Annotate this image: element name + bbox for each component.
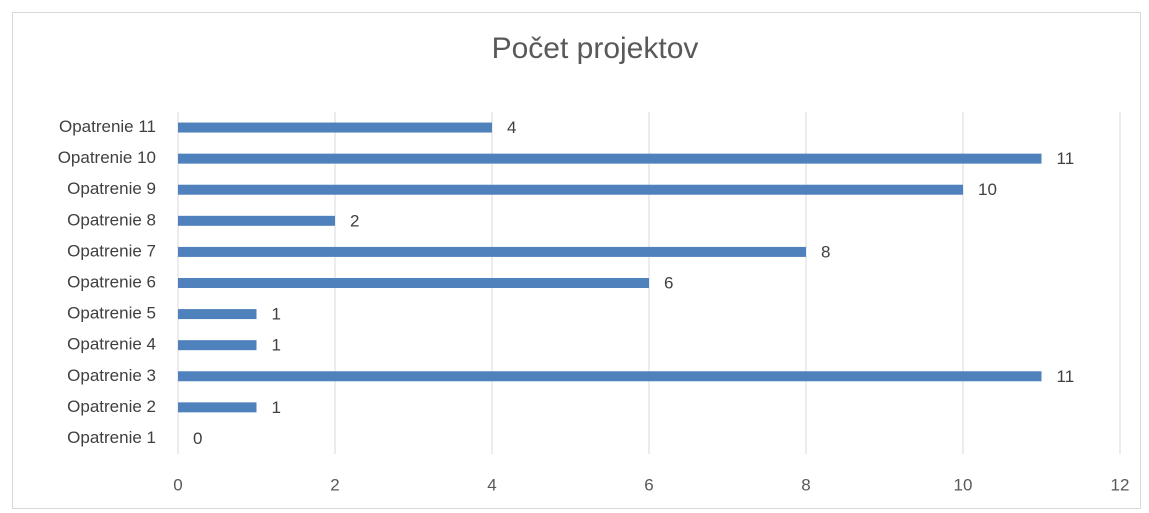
x-tick-label: 2 [330, 475, 339, 494]
data-label: 4 [507, 118, 516, 137]
data-label: 1 [272, 336, 281, 355]
bar [178, 309, 257, 320]
bar [178, 246, 806, 257]
data-label: 6 [664, 273, 673, 292]
data-label: 1 [272, 305, 281, 324]
bar [178, 153, 1042, 164]
y-tick-label: Opatrenie 10 [58, 148, 156, 167]
bar [178, 215, 335, 226]
data-label: 8 [821, 242, 830, 261]
y-tick-label: Opatrenie 4 [67, 335, 156, 354]
bar [178, 402, 257, 413]
bar [178, 340, 257, 351]
y-tick-label: Opatrenie 5 [67, 304, 156, 323]
x-tick-label: 10 [954, 475, 973, 494]
x-tick-label: 0 [173, 475, 182, 494]
bar [178, 184, 963, 195]
x-tick-label: 8 [801, 475, 810, 494]
bar [178, 371, 1042, 382]
y-tick-label: Opatrenie 9 [67, 179, 156, 198]
bar [178, 278, 649, 288]
x-tick-label: 12 [1111, 475, 1130, 494]
y-tick-label: Opatrenie 1 [67, 428, 156, 447]
data-label: 11 [1057, 149, 1075, 168]
data-label: 2 [350, 211, 359, 230]
y-tick-label: Opatrenie 3 [67, 366, 156, 385]
x-tick-label: 4 [487, 475, 496, 494]
y-tick-label: Opatrenie 11 [59, 117, 156, 136]
y-tick-label: Opatrenie 7 [67, 241, 156, 260]
chart-border [12, 12, 1141, 509]
data-label: 10 [978, 180, 997, 199]
data-label: 1 [272, 398, 281, 417]
y-tick-label: Opatrenie 8 [67, 210, 156, 229]
x-tick-label: 6 [644, 475, 653, 494]
bar [178, 122, 492, 133]
data-label: 11 [1057, 367, 1075, 386]
y-tick-label: Opatrenie 6 [67, 272, 156, 291]
data-label: 0 [193, 429, 202, 448]
chart-title: Počet projektov [492, 32, 699, 65]
y-tick-label: Opatrenie 2 [67, 397, 156, 416]
